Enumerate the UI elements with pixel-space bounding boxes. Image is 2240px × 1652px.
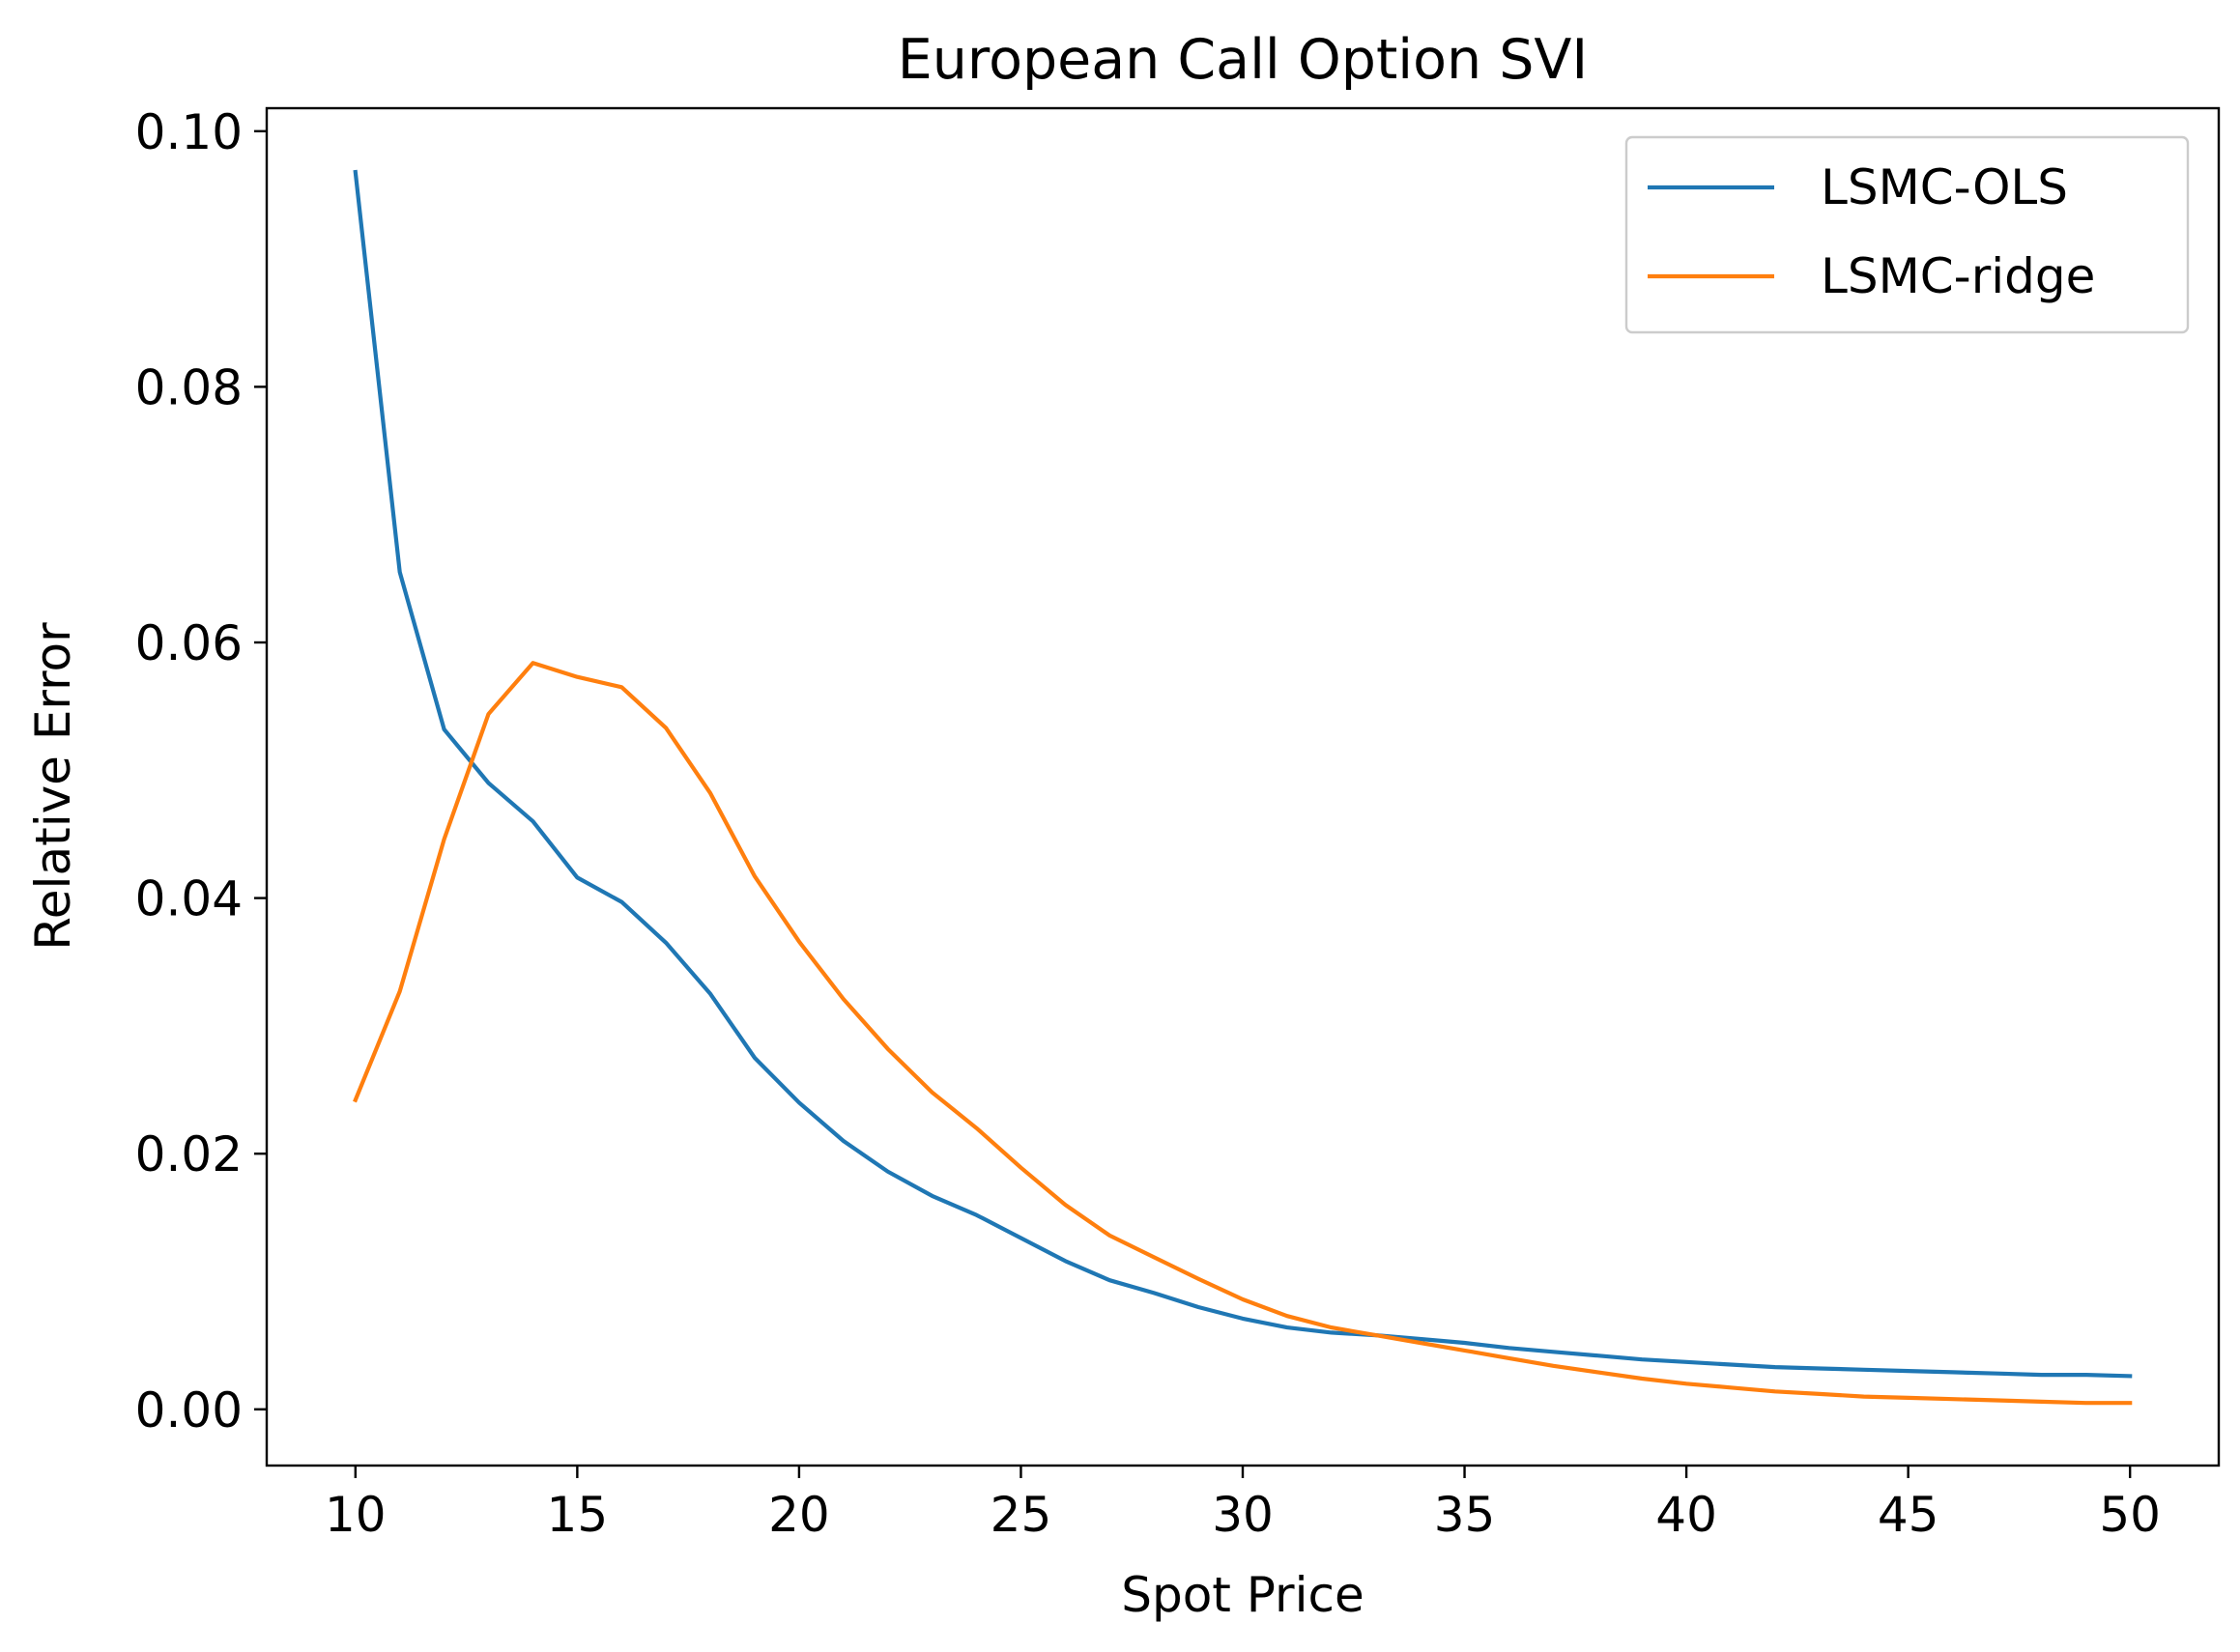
x-tick-label: 25 xyxy=(991,1487,1052,1543)
y-tick-label: 0.02 xyxy=(135,1126,243,1182)
legend: LSMC-OLS LSMC-ridge xyxy=(1624,135,2190,334)
y-tick-label: 0.06 xyxy=(135,615,243,671)
x-tick-label: 10 xyxy=(325,1487,387,1543)
series-line-lsmc-ols xyxy=(353,169,2133,1379)
x-tick-label: 40 xyxy=(1655,1487,1717,1543)
x-tick-label: 20 xyxy=(768,1487,830,1543)
x-axis: 10 15 20 25 30 35 40 45 50 xyxy=(325,1466,2161,1543)
x-tick-label: 30 xyxy=(1212,1487,1274,1543)
y-tick-label: 0.08 xyxy=(135,359,243,415)
y-axis-label: Relative Error xyxy=(25,622,81,951)
x-tick-label: 50 xyxy=(2099,1487,2161,1543)
y-tick-label: 0.04 xyxy=(135,871,243,927)
y-tick-label: 0.10 xyxy=(135,104,243,160)
x-axis-label: Spot Price xyxy=(1121,1567,1364,1623)
series-layer xyxy=(353,169,2133,1406)
x-tick-label: 45 xyxy=(1878,1487,1939,1543)
series-line-lsmc-ridge xyxy=(353,661,2133,1406)
legend-label-lsmc-ols: LSMC-OLS xyxy=(1821,159,2068,215)
x-tick-label: 35 xyxy=(1434,1487,1496,1543)
chart-title: European Call Option SVI xyxy=(898,28,1588,92)
legend-label-lsmc-ridge: LSMC-ridge xyxy=(1821,248,2095,304)
y-axis: 0.00 0.02 0.04 0.06 0.08 0.10 xyxy=(135,104,267,1438)
x-tick-label: 15 xyxy=(547,1487,609,1543)
y-tick-label: 0.00 xyxy=(135,1382,243,1438)
